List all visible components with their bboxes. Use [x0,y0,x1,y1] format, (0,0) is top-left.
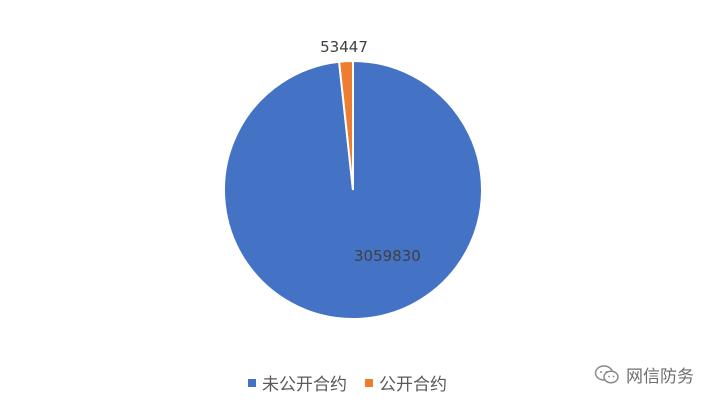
watermark: 网信防务 [594,362,694,387]
legend-swatch-disclosed [365,378,373,387]
legend-item-disclosed: 公开合约 [365,370,447,395]
data-label-disclosed: 53447 [320,38,368,56]
legend-label-disclosed: 公开合约 [379,375,447,395]
pie-slice-disclosed [338,59,354,191]
watermark-text: 网信防务 [626,367,694,387]
chart-legend: 未公开合约 公开合约 [248,370,447,395]
legend-label-undisclosed: 未公开合约 [262,375,347,395]
data-label-undisclosed: 3059830 [354,247,421,265]
legend-swatch-undisclosed [248,378,256,387]
legend-item-undisclosed: 未公开合约 [248,370,347,395]
wechat-icon [594,364,619,384]
